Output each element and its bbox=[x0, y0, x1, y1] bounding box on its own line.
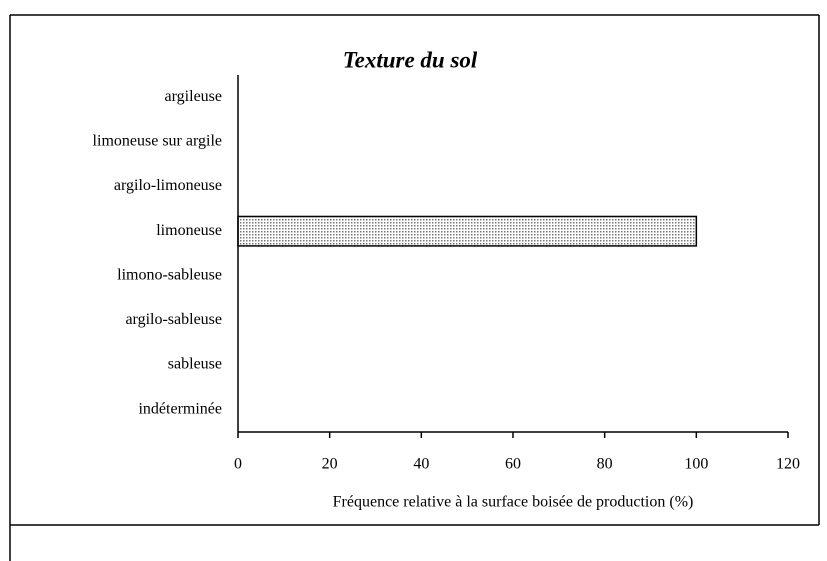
chart-title: Texture du sol bbox=[343, 47, 478, 72]
y-tick-label: argileuse bbox=[165, 88, 222, 105]
x-tick-label: 80 bbox=[597, 456, 613, 473]
x-tick-label: 20 bbox=[322, 456, 338, 473]
y-tick-label: limoneuse sur argile bbox=[93, 133, 222, 150]
x-tick-label: 60 bbox=[505, 456, 521, 473]
y-tick-label: indéterminée bbox=[138, 400, 222, 417]
x-tick-label: 40 bbox=[413, 456, 429, 473]
y-tick-label: sableuse bbox=[168, 356, 222, 373]
frame bbox=[9, 14, 820, 561]
x-tick-label: 0 bbox=[234, 456, 242, 473]
y-tick-label: argilo-limoneuse bbox=[114, 177, 222, 194]
x-tick-label: 120 bbox=[776, 456, 800, 473]
x-tick-label: 100 bbox=[684, 456, 708, 473]
bar bbox=[237, 215, 698, 247]
y-tick-label: limoneuse bbox=[156, 222, 222, 239]
x-axis-label: Fréquence relative à la surface boisée d… bbox=[333, 494, 694, 511]
y-tick-label: limono-sableuse bbox=[117, 266, 222, 283]
y-tick-label: argilo-sableuse bbox=[125, 311, 222, 328]
